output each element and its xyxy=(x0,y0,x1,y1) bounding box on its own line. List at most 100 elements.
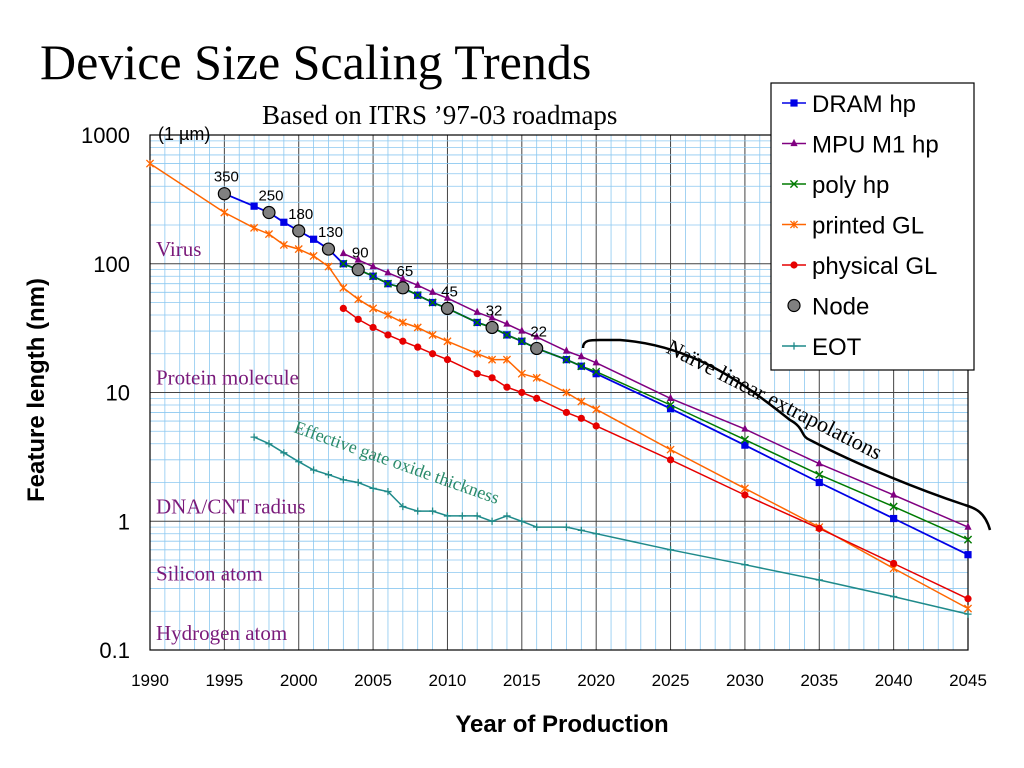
data-point xyxy=(384,487,392,496)
data-point xyxy=(428,507,437,515)
data-point xyxy=(503,383,511,391)
reference-label: Virus xyxy=(156,237,201,261)
data-point xyxy=(413,291,422,300)
data-point xyxy=(383,310,393,320)
legend-entry: physical GL xyxy=(812,253,937,280)
y-tick-labels: 0.1 1 10 100 1000 xyxy=(81,123,130,663)
data-point xyxy=(369,484,377,492)
data-point xyxy=(964,610,972,618)
data-point xyxy=(339,248,347,257)
data-point xyxy=(666,546,675,554)
data-point xyxy=(295,458,303,466)
reference-label: DNA/CNT radius xyxy=(156,494,306,518)
data-point xyxy=(265,440,273,448)
data-point xyxy=(473,349,482,358)
node-point xyxy=(292,224,306,238)
eot-annotation: Effective gate oxide thickness xyxy=(292,417,502,508)
data-point xyxy=(488,517,496,525)
data-point xyxy=(488,355,497,364)
legend-entry: MPU M1 hp xyxy=(812,132,939,159)
node-point xyxy=(217,187,231,201)
data-point xyxy=(666,393,675,401)
extrapolation-brace xyxy=(581,338,992,531)
data-point xyxy=(354,478,362,487)
data-point xyxy=(666,445,675,454)
data-point xyxy=(384,331,392,339)
data-point xyxy=(562,388,571,397)
data-point xyxy=(488,374,496,382)
data-point xyxy=(250,223,259,232)
series-line xyxy=(253,436,969,615)
data-point xyxy=(324,471,333,479)
series-markers xyxy=(145,159,973,618)
data-point xyxy=(220,208,229,217)
y-tick-label: 100 xyxy=(93,252,130,277)
data-point xyxy=(533,332,541,340)
data-point xyxy=(963,535,973,544)
node-label: 180 xyxy=(288,206,313,223)
data-point xyxy=(517,369,526,378)
node-label: 130 xyxy=(318,224,343,241)
data-point xyxy=(488,313,496,321)
node-point xyxy=(530,341,544,356)
data-point xyxy=(517,337,526,346)
data-point xyxy=(562,408,571,417)
data-point xyxy=(890,592,898,601)
data-point xyxy=(592,370,600,378)
data-point xyxy=(354,295,363,304)
x-tick-label: 2045 xyxy=(949,671,987,690)
legend-entry: DRAM hp xyxy=(812,91,916,118)
micron-label: (1 µm) xyxy=(158,124,210,144)
data-point xyxy=(384,268,392,276)
data-point xyxy=(339,283,348,292)
data-point xyxy=(532,373,541,382)
data-point xyxy=(789,179,799,189)
x-tick-labels: 1990 1995 2000 2005 2010 2015 2020 2025 2030 2035… xyxy=(131,671,987,690)
data-point xyxy=(502,330,512,340)
data-point xyxy=(413,323,422,332)
data-point xyxy=(592,530,600,538)
node-label: 22 xyxy=(530,323,547,340)
data-point xyxy=(964,522,972,530)
data-point xyxy=(789,220,799,229)
node-point xyxy=(321,242,336,256)
data-point xyxy=(280,218,288,226)
data-point xyxy=(666,400,675,410)
data-point xyxy=(592,422,600,430)
data-point xyxy=(740,435,750,444)
data-point xyxy=(368,272,378,281)
node-label: 250 xyxy=(258,188,283,205)
x-tick-label: 2015 xyxy=(503,671,541,690)
data-point xyxy=(964,595,972,603)
data-point xyxy=(250,202,258,210)
data-point xyxy=(414,343,422,351)
node-label: 45 xyxy=(441,283,458,300)
data-point xyxy=(815,576,823,584)
data-point xyxy=(503,319,511,327)
node-point xyxy=(262,205,276,220)
node-point xyxy=(440,301,455,315)
data-point xyxy=(790,342,798,350)
data-point xyxy=(577,526,585,534)
data-point xyxy=(279,240,288,249)
data-point xyxy=(815,459,823,467)
data-point xyxy=(518,388,526,397)
data-point xyxy=(666,456,675,464)
data-point xyxy=(294,245,303,254)
data-point xyxy=(473,318,482,327)
reference-label: Hydrogen atom xyxy=(156,621,287,645)
data-point xyxy=(309,251,318,260)
data-point xyxy=(562,355,571,364)
reference-labels: Virus Protein molecule DNA/CNT radius Silic… xyxy=(156,237,306,645)
data-point xyxy=(518,517,526,525)
data-point xyxy=(339,259,348,268)
y-axis-label: Feature length (nm) xyxy=(23,278,50,502)
x-axis-label: Year of Production xyxy=(455,711,668,738)
x-tick-label: 2035 xyxy=(800,671,838,690)
data-point xyxy=(577,352,585,360)
data-point xyxy=(473,512,481,520)
reference-label: Silicon atom xyxy=(156,562,263,586)
x-tick-label: 2025 xyxy=(652,671,690,690)
data-point xyxy=(890,490,898,498)
